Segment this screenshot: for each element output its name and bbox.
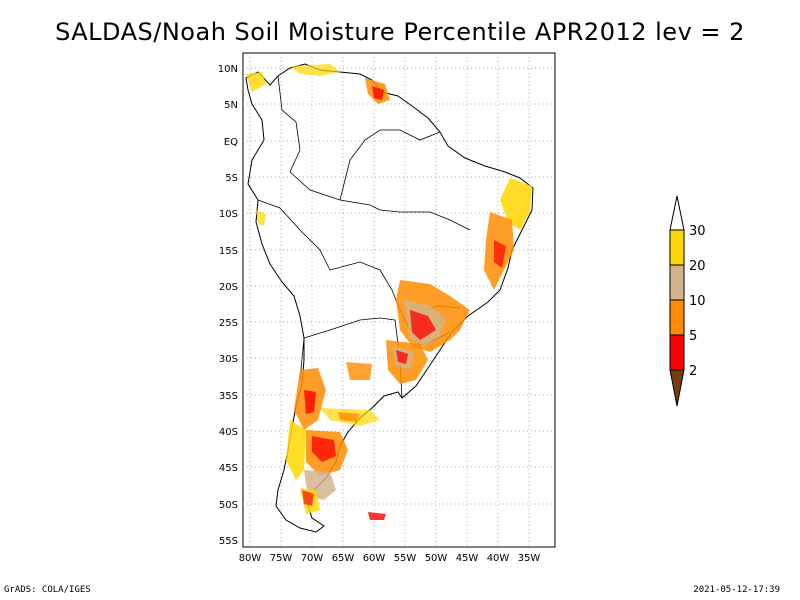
chart-title: SALDAS/Noah Soil Moisture Percentile APR…	[55, 18, 745, 46]
lat-label: EQ	[224, 137, 238, 148]
colorbar-label: 20	[689, 259, 706, 274]
colorbar-below-2	[669, 369, 685, 407]
lat-label: 5N	[224, 100, 238, 111]
lat-label: 5S	[225, 173, 238, 184]
lon-label: 40W	[487, 553, 510, 564]
lon-label: 50W	[425, 553, 448, 564]
lon-label: 45W	[456, 553, 479, 564]
lat-label: 20S	[219, 282, 238, 293]
lat-label: 15S	[219, 246, 238, 257]
colorbar-label: 2	[689, 364, 697, 379]
colorbar-label: 10	[689, 294, 706, 309]
lat-label: 25S	[219, 318, 238, 329]
lat-label: 45S	[219, 463, 238, 474]
lat-label: 10N	[218, 64, 238, 75]
colorbar-label: 30	[689, 224, 706, 239]
lon-label: 75W	[270, 553, 293, 564]
footer-credit: GrADS: COLA/IGES	[4, 585, 91, 595]
lon-axis: 80W 75W 70W 65W 60W 55W 50W 45W 40W 35W	[239, 553, 541, 564]
lat-label: 35S	[219, 391, 238, 402]
south-america-outline	[245, 63, 534, 533]
colorbar-above-30	[669, 195, 685, 231]
lat-axis: 10N 5N EQ 5S 10S 15S 20S 25S 30S 35S 40S…	[218, 64, 238, 547]
lat-label: 40S	[219, 427, 238, 438]
colorbar-10-20	[669, 264, 685, 301]
lon-label: 65W	[332, 553, 355, 564]
footer-timestamp: 2021-05-12-17:39	[693, 585, 780, 595]
lon-label: 35W	[518, 553, 541, 564]
lon-label: 55W	[394, 553, 417, 564]
colorbar	[669, 195, 685, 407]
lat-label: 55S	[219, 536, 238, 547]
lon-label: 60W	[363, 553, 386, 564]
colorbar-labels: 2 5 10 20 30	[689, 224, 706, 379]
colorbar-5-10	[669, 299, 685, 336]
lat-label: 50S	[219, 500, 238, 511]
percentile-shading	[246, 64, 532, 520]
country-borders	[257, 75, 471, 399]
colorbar-2-5	[669, 334, 685, 371]
lat-label: 30S	[219, 354, 238, 365]
lon-label: 70W	[301, 553, 324, 564]
lat-label: 10S	[219, 209, 238, 220]
lon-label: 80W	[239, 553, 262, 564]
colorbar-20-30	[669, 229, 685, 266]
colorbar-label: 5	[689, 329, 697, 344]
